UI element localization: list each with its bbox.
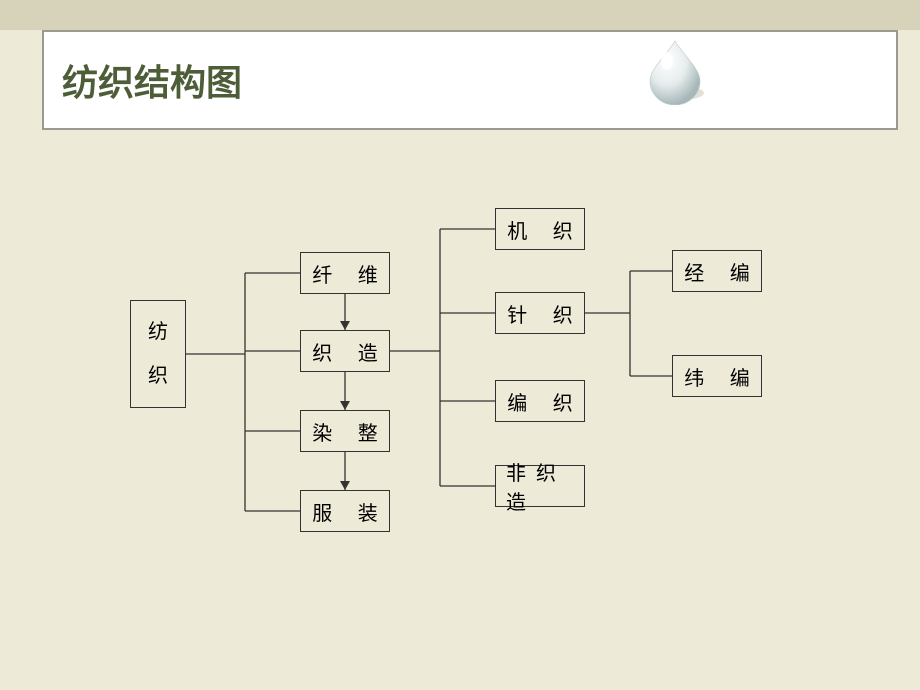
node-label: 机 织 xyxy=(507,215,583,244)
node-label: 针 织 xyxy=(507,299,583,328)
node-weft: 纬 编 xyxy=(672,355,762,397)
arrow-head-icon xyxy=(340,321,350,330)
connector-lines xyxy=(0,140,920,690)
node-label-line: 织 xyxy=(148,354,168,398)
node-label: 服 装 xyxy=(312,497,388,526)
node-label-line: 纺 xyxy=(148,310,168,354)
header-top-strip xyxy=(0,0,920,30)
node-dyeing: 染 整 xyxy=(300,410,390,452)
arrow-head-icon xyxy=(340,401,350,410)
node-fiber: 纤 维 xyxy=(300,252,390,294)
header-region: 纺织结构图 xyxy=(0,0,920,140)
node-root: 纺织 xyxy=(130,300,186,408)
water-drop-icon xyxy=(640,35,710,105)
node-machine: 机 织 xyxy=(495,208,585,250)
page-title: 纺织结构图 xyxy=(62,54,242,106)
node-braid: 编 织 xyxy=(495,380,585,422)
node-knit: 针 织 xyxy=(495,292,585,334)
node-label: 非织造 xyxy=(506,457,584,515)
node-label: 经 编 xyxy=(684,257,760,286)
node-label: 纬 编 xyxy=(684,362,760,391)
node-label: 织 造 xyxy=(312,337,388,366)
arrow-head-icon xyxy=(340,481,350,490)
node-warp: 经 编 xyxy=(672,250,762,292)
node-label: 染 整 xyxy=(312,417,388,446)
node-nonwoven: 非织造 xyxy=(495,465,585,507)
node-garment: 服 装 xyxy=(300,490,390,532)
node-weave: 织 造 xyxy=(300,330,390,372)
node-label: 纤 维 xyxy=(312,259,388,288)
diagram-area: 纺织 纤 维织 造染 整服 装 机 织针 织编 织非织造 经 编纬 编 xyxy=(0,140,920,690)
title-box: 纺织结构图 xyxy=(42,30,898,130)
node-label: 编 织 xyxy=(507,387,583,416)
